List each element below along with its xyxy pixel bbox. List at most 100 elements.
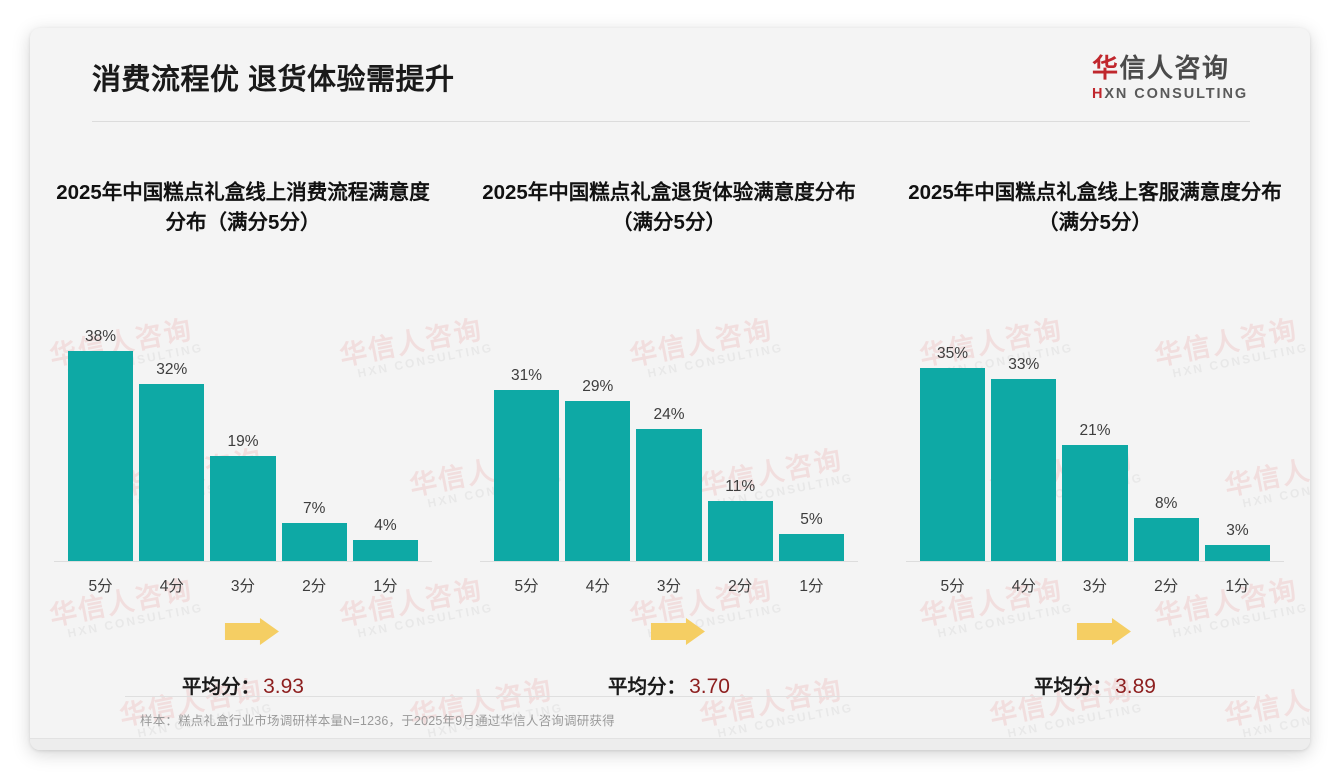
x-axis-line [480,561,858,562]
x-axis-tick: 4分 [585,578,610,595]
brand-cn-highlight: 华 [1091,53,1120,83]
chart-panel-3: 2025年中国糕点礼盒线上客服满意度分布（满分5分） 35% 33% 21% [882,178,1308,713]
footnote-divider [125,696,1255,697]
bar-rect[interactable] [352,539,418,562]
bar-slot[interactable]: 38% [68,312,134,562]
bar-value-label: 8% [1155,494,1178,512]
bar-slot[interactable]: 31% [494,312,560,562]
bar-slot[interactable]: 35% [920,312,986,562]
charts-row: 2025年中国糕点礼盒线上消费流程满意度分布（满分5分） 38% 32% 19% [30,178,1310,713]
x-axis-line [54,561,432,562]
brand-en-rest: XN CONSULTING [1104,86,1248,103]
average-value: 3.89 [1115,675,1156,698]
bar-slot[interactable]: 7% [281,312,347,562]
plot-area-1: 38% 32% 19% 7% [54,312,432,562]
x-axis-labels-1: 5分 4分 3分 2分 1分 [68,562,418,596]
average-score-3: 平均分： 3.89 [882,670,1308,699]
bar-slot[interactable]: 5% [778,312,844,562]
bar-rect[interactable] [636,428,702,562]
x-axis-tick: 2分 [728,578,753,595]
x-axis-tick: 4分 [159,578,184,595]
average-block-2: 平均分： 3.70 [456,618,882,713]
x-axis-tick: 3分 [230,578,256,595]
x-axis-tick: 3分 [1082,578,1108,595]
bar-rect[interactable] [991,378,1057,562]
bar-value-label: 32% [156,361,188,379]
average-label: 平均分： [182,676,261,698]
bar-value-label: 33% [1008,355,1040,373]
bar-rect[interactable] [1062,445,1128,562]
bar-value-label: 19% [227,433,259,451]
average-block-3: 平均分： 3.89 [882,618,1308,713]
down-arrow-icon [647,618,705,665]
bar-value-label: 29% [582,377,614,395]
average-value: 3.70 [689,675,730,698]
bar-rect[interactable] [139,384,205,562]
slide-header: 消费流程优 退货体验需提升 华信人咨询 HXN CONSULTING [30,28,1310,122]
header-divider [92,121,1250,122]
bar-rect[interactable] [1204,545,1270,562]
bar-value-label: 7% [303,500,326,518]
bar-value-label: 5% [800,511,823,529]
chart-title-2: 2025年中国糕点礼盒退货体验满意度分布（满分5分） [482,181,856,234]
bar-value-label: 21% [1079,422,1111,440]
footer-divider [30,738,1310,739]
average-score-2: 平均分： 3.70 [456,670,882,699]
bar-rect[interactable] [920,367,986,562]
bar-slot[interactable]: 19% [210,312,276,562]
bar-rect[interactable] [1133,517,1199,562]
bar-rect[interactable] [210,456,276,562]
bar-group-2: 31% 29% 24% 11% [494,312,844,562]
brand-name-en: HXN CONSULTING [1092,86,1248,102]
bar-value-label: 3% [1226,522,1249,540]
slide-footer: ©2025.11 HXR华信人咨询 www.hxrcon.com [30,739,1310,750]
x-axis-tick: 2分 [302,578,327,595]
bar-slot[interactable]: 4% [352,312,418,562]
average-label: 平均分： [608,676,687,698]
x-axis-tick: 5分 [940,578,965,595]
bar-slot[interactable]: 3% [1204,312,1270,562]
bar-slot[interactable]: 21% [1062,312,1128,562]
bar-value-label: 24% [653,405,685,423]
bar-slot[interactable]: 33% [991,312,1057,562]
plot-area-3: 35% 33% 21% 8% [906,312,1284,562]
x-axis-tick: 4分 [1011,578,1036,595]
sample-footnote: 样本：糕点礼盒行业市场调研样本量N=1236，于2025年9月通过华信人咨询调研… [140,714,615,728]
bar-value-label: 4% [374,516,397,534]
average-score-1: 平均分： 3.93 [30,670,456,699]
bar-value-label: 35% [937,344,969,362]
brand-name-cn: 华信人咨询 [1091,53,1248,83]
bar-rect[interactable] [707,500,773,562]
bar-slot[interactable]: 29% [565,312,631,562]
x-axis-tick: 3分 [656,578,682,595]
down-arrow-icon [1073,618,1131,665]
bar-slot[interactable]: 24% [636,312,702,562]
chart-panel-1: 2025年中国糕点礼盒线上消费流程满意度分布（满分5分） 38% 32% 19% [30,178,456,713]
bar-slot[interactable]: 8% [1133,312,1199,562]
x-axis-tick: 5分 [88,578,113,595]
bar-rect[interactable] [778,534,844,562]
bar-rect[interactable] [68,350,134,562]
x-axis-tick: 1分 [373,578,398,595]
chart-title-1: 2025年中国糕点礼盒线上消费流程满意度分布（满分5分） [56,181,430,234]
x-axis-line [906,561,1284,562]
average-value: 3.93 [263,675,304,698]
down-arrow-icon [221,618,279,665]
bar-group-3: 35% 33% 21% 8% [920,312,1270,562]
x-axis-labels-2: 5分 4分 3分 2分 1分 [494,562,844,596]
bar-slot[interactable]: 11% [707,312,773,562]
chart-panel-2: 2025年中国糕点礼盒退货体验满意度分布（满分5分） 31% 29% 24% [456,178,882,713]
bar-rect[interactable] [494,389,560,562]
brand-logo: 华信人咨询 HXN CONSULTING [1091,53,1248,102]
bar-slot[interactable]: 32% [139,312,205,562]
bar-rect[interactable] [281,523,347,562]
plot-area-2: 31% 29% 24% 11% [480,312,858,562]
x-axis-labels-3: 5分 4分 3分 2分 1分 [920,562,1270,596]
bar-rect[interactable] [565,400,631,562]
brand-cn-rest: 信人咨询 [1119,53,1230,83]
bar-value-label: 31% [511,366,543,384]
bar-value-label: 38% [85,327,117,345]
bar-group-1: 38% 32% 19% 7% [68,312,418,562]
brand-en-highlight: H [1091,86,1105,103]
bar-value-label: 11% [725,477,756,495]
